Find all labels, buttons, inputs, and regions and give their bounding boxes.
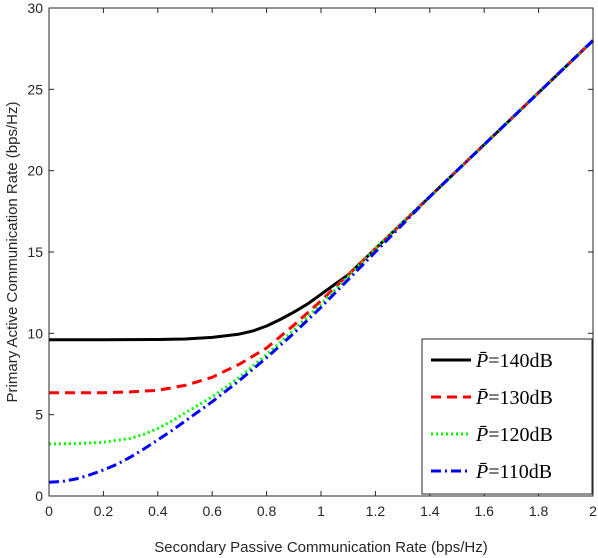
y-tick-label: 30 [27, 0, 43, 16]
legend-label: P̄=120dB [475, 424, 553, 446]
y-tick-label: 5 [35, 407, 43, 423]
x-tick-label: 1.4 [420, 503, 440, 519]
y-tick-label: 15 [27, 244, 43, 260]
legend-value: =120dB [488, 424, 553, 446]
legend-symbol: P̄ [475, 387, 488, 409]
legend-label: P̄=130dB [475, 387, 553, 409]
series-line [49, 39, 595, 395]
x-tick-label: 0.2 [94, 503, 114, 519]
x-tick-label: 1.8 [529, 503, 549, 519]
y-tick-label: 20 [27, 163, 43, 179]
x-tick-label: 1 [317, 503, 325, 519]
y-tick-label: 25 [27, 81, 43, 97]
x-tick-label: 1.2 [366, 503, 386, 519]
plot-frame [48, 7, 594, 497]
legend-value: =130dB [488, 387, 553, 409]
series-line [48, 39, 595, 446]
x-axis-label: Secondary Passive Communication Rate (bp… [154, 539, 487, 556]
series-layer [48, 39, 595, 484]
series-line [48, 39, 595, 484]
x-tick-label: 1.6 [474, 503, 494, 519]
y-tick-label: 10 [27, 325, 43, 341]
legend-label: P̄=140dB [475, 350, 553, 372]
x-tick-label: 0 [45, 503, 53, 519]
legend-label: P̄=110dB [475, 461, 552, 483]
x-tick-label: 0.6 [202, 503, 222, 519]
legend-symbol: P̄ [475, 350, 488, 372]
y-tick-label: 0 [35, 488, 43, 504]
legend-value: =140dB [488, 350, 553, 372]
legend-symbol: P̄ [475, 461, 488, 483]
legend-symbol: P̄ [475, 424, 488, 446]
legend-value: =110dB [488, 461, 552, 483]
y-axis-label: Primary Active Communication Rate (bps/H… [4, 102, 21, 403]
legend-box [421, 338, 593, 495]
x-tick-label: 2 [589, 503, 597, 519]
x-tick-label: 0.4 [148, 503, 168, 519]
x-tick-label: 0.8 [257, 503, 277, 519]
